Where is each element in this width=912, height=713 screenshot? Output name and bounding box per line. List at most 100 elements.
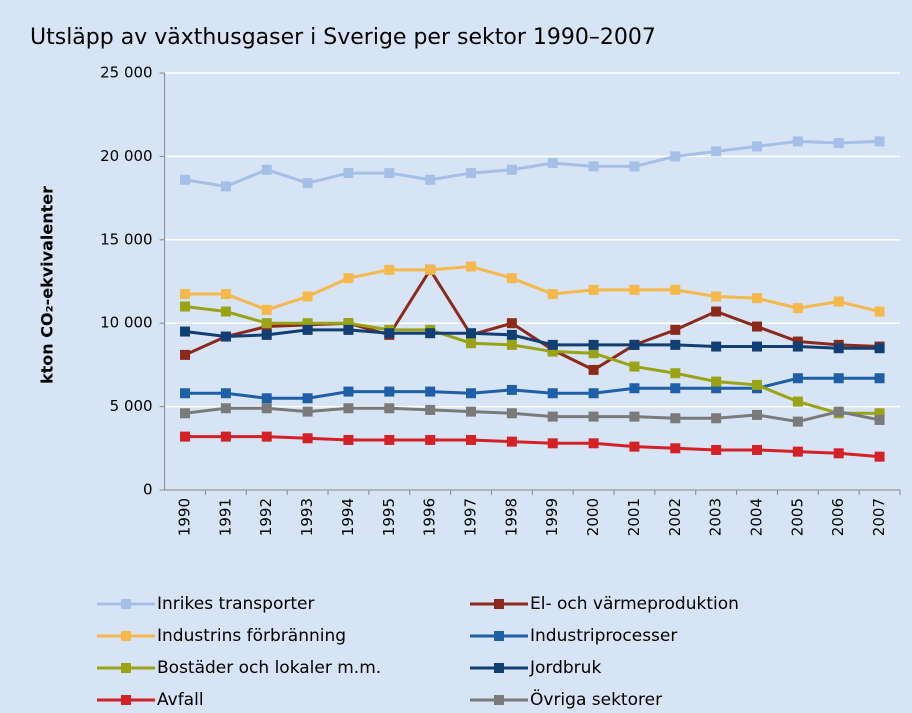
legend-label: Industrins förbränning (157, 626, 346, 646)
data-point (792, 341, 803, 352)
data-point (833, 343, 844, 354)
data-point (261, 403, 272, 414)
y-tick-label: 25 000 (100, 64, 153, 82)
data-point (384, 168, 395, 179)
data-point (261, 164, 272, 175)
series-line (184, 267, 880, 372)
data-point (588, 348, 599, 359)
x-tick-label: 2006 (829, 498, 847, 536)
data-point (302, 393, 313, 404)
data-point (588, 388, 599, 399)
x-tick-label: 1997 (462, 498, 480, 536)
data-point (343, 318, 354, 329)
data-point (833, 448, 844, 459)
data-point (180, 388, 191, 399)
legend-label: Bostäder och lokaler m.m. (157, 658, 381, 678)
y-tick-label: 0 (143, 481, 153, 499)
series-line (185, 435, 880, 459)
data-point (670, 368, 681, 379)
legend-marker (121, 631, 131, 641)
x-tick-label: 1995 (380, 498, 398, 536)
data-point (547, 438, 558, 449)
data-point (629, 361, 640, 372)
data-point (792, 136, 803, 147)
data-point (752, 293, 763, 304)
data-point (180, 289, 191, 300)
data-point (302, 318, 313, 329)
data-point (711, 291, 722, 302)
y-axis-title: kton CO₂-ekvivalenter (38, 186, 57, 384)
data-point (261, 329, 272, 340)
chart-title: Utsläpp av växthusgaser i Sverige per se… (30, 25, 656, 50)
data-point (711, 376, 722, 387)
legend-marker (121, 599, 131, 609)
data-point (711, 444, 722, 455)
data-point (466, 168, 477, 179)
data-point (220, 388, 231, 399)
x-tick-label: 2000 (584, 498, 602, 536)
data-point (506, 384, 517, 395)
series-line (185, 376, 880, 400)
legend-marker (121, 695, 131, 705)
data-point (874, 408, 885, 419)
x-tick-label: 2007 (870, 498, 888, 536)
legend-marker (494, 663, 504, 673)
data-point (384, 386, 395, 397)
data-point (506, 408, 517, 419)
legend-label: Industriprocesser (530, 626, 677, 646)
y-tick-label: 10 000 (100, 314, 153, 332)
data-point (180, 408, 191, 419)
data-point (711, 383, 722, 394)
data-point (506, 339, 517, 350)
data-point (466, 406, 477, 417)
x-tick-label: 1991 (216, 498, 234, 536)
data-point (588, 364, 599, 375)
data-point (220, 403, 231, 414)
data-point (425, 264, 436, 275)
legend-label: Avfall (157, 690, 204, 710)
data-point (588, 161, 599, 172)
data-point (180, 431, 191, 442)
x-tick-label: 2005 (788, 498, 806, 536)
data-point (670, 443, 681, 454)
y-tick-label: 5 000 (110, 397, 153, 415)
data-point (670, 413, 681, 424)
data-point (588, 284, 599, 295)
data-point (833, 406, 844, 417)
data-point (343, 273, 354, 284)
data-point (302, 178, 313, 189)
data-point (180, 326, 191, 337)
series-line (184, 406, 880, 424)
data-point (547, 411, 558, 422)
data-point (506, 318, 517, 329)
data-point (547, 339, 558, 350)
data-point (425, 174, 436, 185)
data-point (302, 406, 313, 417)
data-point (466, 434, 477, 445)
data-point (670, 339, 681, 350)
data-point (588, 411, 599, 422)
data-point (384, 434, 395, 445)
data-point (220, 431, 231, 442)
data-point (792, 416, 803, 427)
data-point (261, 431, 272, 442)
series-line (185, 264, 880, 313)
data-point (670, 324, 681, 335)
data-point (833, 373, 844, 384)
legend-marker (121, 663, 131, 673)
data-point (180, 301, 191, 312)
x-tick-label: 1990 (176, 498, 194, 536)
legend-marker (494, 631, 504, 641)
data-point (425, 386, 436, 397)
data-point (752, 409, 763, 420)
data-point (302, 291, 313, 302)
data-point (343, 324, 354, 335)
data-point (261, 304, 272, 315)
data-point (261, 393, 272, 404)
data-point (466, 328, 477, 339)
data-point (833, 138, 844, 149)
data-point (547, 289, 558, 300)
x-tick-label: 1998 (502, 498, 520, 536)
data-point (711, 306, 722, 317)
data-point (180, 174, 191, 185)
